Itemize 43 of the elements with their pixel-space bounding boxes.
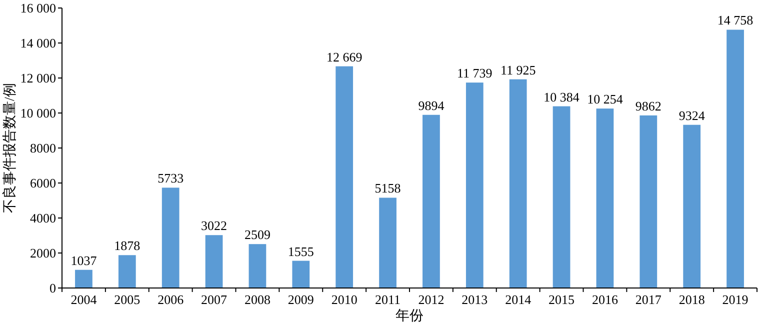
y-tick-label: 6000 [30, 176, 56, 190]
data-label: 1878 [114, 238, 140, 254]
y-tick-label: 8000 [30, 140, 56, 156]
y-axis-title: 不良事件报告数量/例 [2, 83, 18, 213]
y-tick-label: 16 000 [20, 0, 56, 16]
x-tick-label: 2007 [201, 292, 228, 307]
data-label: 5733 [158, 170, 184, 186]
data-label: 5158 [374, 180, 401, 196]
x-tick-label: 2008 [244, 292, 270, 307]
data-label: 10 254 [587, 92, 624, 107]
data-label: 3022 [201, 218, 228, 234]
data-label: 9894 [418, 98, 445, 113]
x-tick-label: 2012 [418, 292, 444, 307]
data-label: 1037 [70, 252, 98, 268]
y-tick-label: 14 000 [20, 36, 56, 50]
data-label: 2509 [244, 227, 270, 242]
x-tick-label: 2006 [158, 292, 184, 307]
x-tick-label: 2014 [505, 292, 532, 307]
x-tick-label: 2005 [114, 292, 140, 307]
data-label: 11 739 [457, 66, 492, 81]
y-tick-label: 12 000 [20, 70, 56, 86]
y-tick-label: 4000 [30, 210, 56, 226]
x-tick-label: 2013 [462, 292, 488, 307]
x-tick-label: 2009 [288, 292, 314, 307]
data-label: 10 384 [544, 89, 580, 104]
data-label: 11 925 [500, 62, 536, 78]
data-label: 14 758 [717, 12, 754, 28]
data-label: 12 669 [326, 49, 362, 64]
y-tick-label: 0 [50, 280, 56, 296]
x-tick-label: 2016 [592, 292, 618, 307]
y-tick-label: 2000 [30, 246, 56, 260]
x-tick-label: 2011 [375, 292, 401, 307]
x-tick-label: 2010 [331, 292, 358, 307]
x-tick-label: 2018 [678, 292, 705, 307]
x-tick-label: 2017 [635, 292, 662, 307]
data-label: 9324 [678, 108, 706, 123]
x-tick-label: 2015 [548, 292, 575, 307]
x-tick-label: 2019 [722, 292, 748, 307]
y-tick-label: 10 000 [20, 106, 56, 120]
data-label: 1555 [288, 244, 314, 259]
data-label: 9862 [635, 98, 662, 114]
x-axis-title: 年份 [396, 308, 424, 324]
x-tick-label: 2004 [70, 292, 98, 307]
